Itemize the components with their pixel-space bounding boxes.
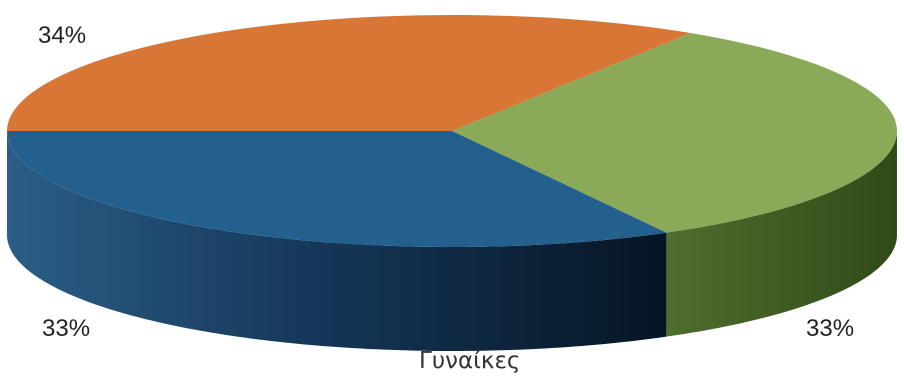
- slice-top-1: [452, 33, 897, 233]
- slice-top-0: [7, 15, 691, 131]
- chart-title: Γυναίκες: [419, 348, 521, 374]
- slice-label-orange: 34%: [38, 22, 87, 49]
- slice-label-green: 33%: [806, 315, 855, 342]
- slice-side-2: [7, 131, 667, 351]
- slice-top-2: [7, 131, 667, 247]
- slice-side-1: [666, 132, 897, 337]
- slice-label-blue: 33%: [42, 315, 91, 342]
